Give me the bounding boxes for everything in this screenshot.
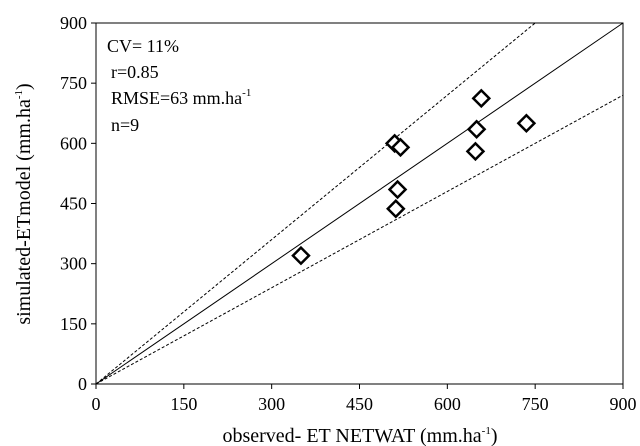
data-point bbox=[291, 245, 311, 266]
upper-bound-line bbox=[95, 22, 536, 385]
x-tick-label: 450 bbox=[346, 394, 373, 414]
y-tick-label: 600 bbox=[60, 133, 87, 153]
x-axis-label: observed- ET NETWAT (mm.ha-1) bbox=[222, 425, 497, 446]
plot-points bbox=[291, 88, 537, 266]
stat-rmse: RMSE=63 mm.ha-1 bbox=[111, 87, 251, 108]
data-point bbox=[387, 179, 408, 200]
stat-cv: CV= 11% bbox=[107, 36, 179, 56]
y-tick-label: 750 bbox=[60, 73, 87, 93]
data-point bbox=[390, 137, 411, 158]
y-ticks: 0 150 300 450 600 750 900 bbox=[60, 13, 96, 394]
x-tick-label: 300 bbox=[258, 394, 285, 414]
y-tick-label: 450 bbox=[60, 194, 87, 214]
y-axis-label: simulated-ETmodel (mm.ha-1) bbox=[13, 83, 35, 324]
plot-lines bbox=[95, 22, 624, 385]
x-ticks: 0 150 300 450 600 750 900 bbox=[92, 384, 637, 414]
data-point bbox=[471, 88, 492, 109]
y-tick-label: 0 bbox=[78, 374, 87, 394]
y-tick-label: 300 bbox=[60, 254, 87, 274]
data-point bbox=[386, 198, 406, 219]
one-to-one-line bbox=[95, 22, 624, 385]
stat-r: r=0.85 bbox=[111, 62, 159, 82]
x-tick-label: 750 bbox=[522, 394, 549, 414]
x-tick-label: 600 bbox=[434, 394, 461, 414]
data-point bbox=[465, 141, 486, 162]
x-tick-label: 900 bbox=[610, 394, 637, 414]
x-tick-label: 150 bbox=[170, 394, 197, 414]
data-point bbox=[516, 113, 537, 134]
y-tick-label: 900 bbox=[60, 13, 87, 33]
y-tick-label: 150 bbox=[60, 314, 87, 334]
lower-bound-line bbox=[95, 94, 624, 385]
data-point bbox=[466, 119, 487, 140]
stat-n: n=9 bbox=[111, 115, 139, 135]
x-tick-label: 0 bbox=[92, 394, 101, 414]
stats-annotation: CV= 11% r=0.85 RMSE=63 mm.ha-1 n=9 bbox=[107, 36, 251, 135]
